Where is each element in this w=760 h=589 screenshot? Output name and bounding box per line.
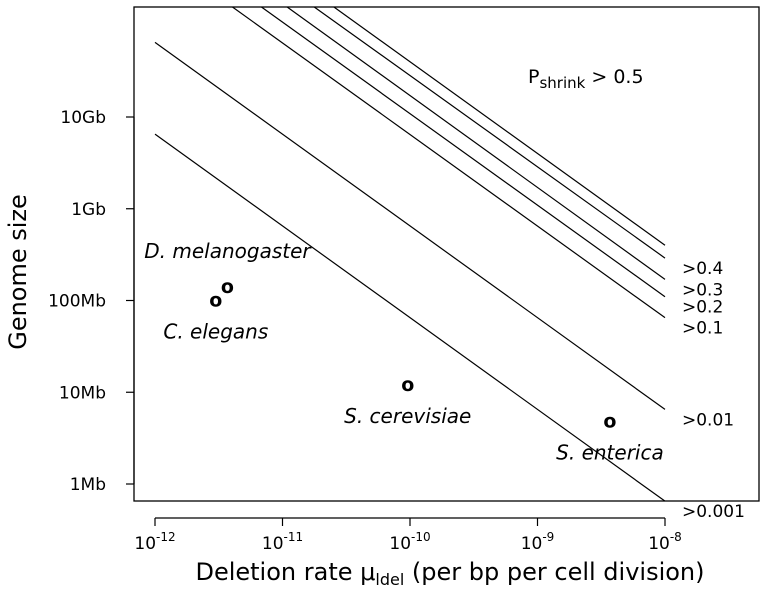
x-tick-label-4: 10-8 <box>648 530 682 554</box>
x-tick-label-0: 10-12 <box>134 530 175 554</box>
species-point-1: o <box>209 290 222 312</box>
threshold-line-0 <box>154 133 666 502</box>
x-tick-label-2: 10-10 <box>389 530 430 554</box>
threshold-line-2 <box>232 6 666 319</box>
pshrink-main: P <box>528 66 539 88</box>
species-point-2: o <box>401 374 414 396</box>
x-tick-label-3: 10-9 <box>521 530 555 554</box>
y-tick-label-2: 100Mb <box>48 292 106 312</box>
threshold-label-2: >0.1 <box>682 319 723 339</box>
x-axis-title-tail: (per bp per cell division) <box>404 558 704 586</box>
y-tick-label-4: 10Gb <box>60 108 106 128</box>
y-tick-label-3: 1Gb <box>71 200 106 220</box>
line-labels-layer: >0.001 >0.01 >0.1>0.2>0.3>0.4 <box>682 259 745 522</box>
threshold-line-3 <box>261 6 666 298</box>
points-layer: o D. melanogaster o C. elegans o S. cerevisia… <box>144 239 663 464</box>
threshold-label-5: >0.4 <box>682 259 723 279</box>
threshold-line-4 <box>286 6 666 280</box>
threshold-line-1 <box>154 41 666 410</box>
threshold-line-5 <box>313 6 666 259</box>
species-label-3: S. enterica <box>556 440 664 464</box>
species-point-0: o <box>221 276 234 298</box>
species-label-0: D. melanogaster <box>144 239 312 263</box>
threshold-label-4: >0.3 <box>682 280 723 300</box>
species-point-3: o <box>603 410 616 432</box>
pshrink-tail: > 0.5 <box>585 66 643 88</box>
pshrink-annotation: Pshrink > 0.5 <box>528 66 644 92</box>
y-tick-label-1: 10Mb <box>59 383 106 403</box>
y-axis: 1Mb 10Mb 100Mb 1Gb 10Gb <box>48 108 135 495</box>
species-label-2: S. cerevisiae <box>344 404 471 428</box>
y-axis-title: Genome size <box>4 194 32 350</box>
species-label-1: C. elegans <box>163 320 268 344</box>
threshold-label-3: >0.2 <box>682 298 723 318</box>
threshold-label-0: >0.001 <box>682 502 745 522</box>
pshrink-sub: shrink <box>539 74 585 92</box>
x-axis-title-main: Deletion rate μ <box>195 558 375 586</box>
x-axis-title: Deletion rate μldel (per bp per cell div… <box>195 558 704 589</box>
x-tick-label-1: 10-11 <box>262 530 303 554</box>
x-axis-title-sub: ldel <box>375 570 404 589</box>
threshold-label-1: >0.01 <box>682 410 734 430</box>
y-tick-label-0: 1Mb <box>70 475 106 495</box>
threshold-line-6 <box>333 6 666 246</box>
lines-layer <box>154 6 666 502</box>
x-axis: 10-12 10-11 10-10 10-9 10-8 <box>134 517 682 554</box>
